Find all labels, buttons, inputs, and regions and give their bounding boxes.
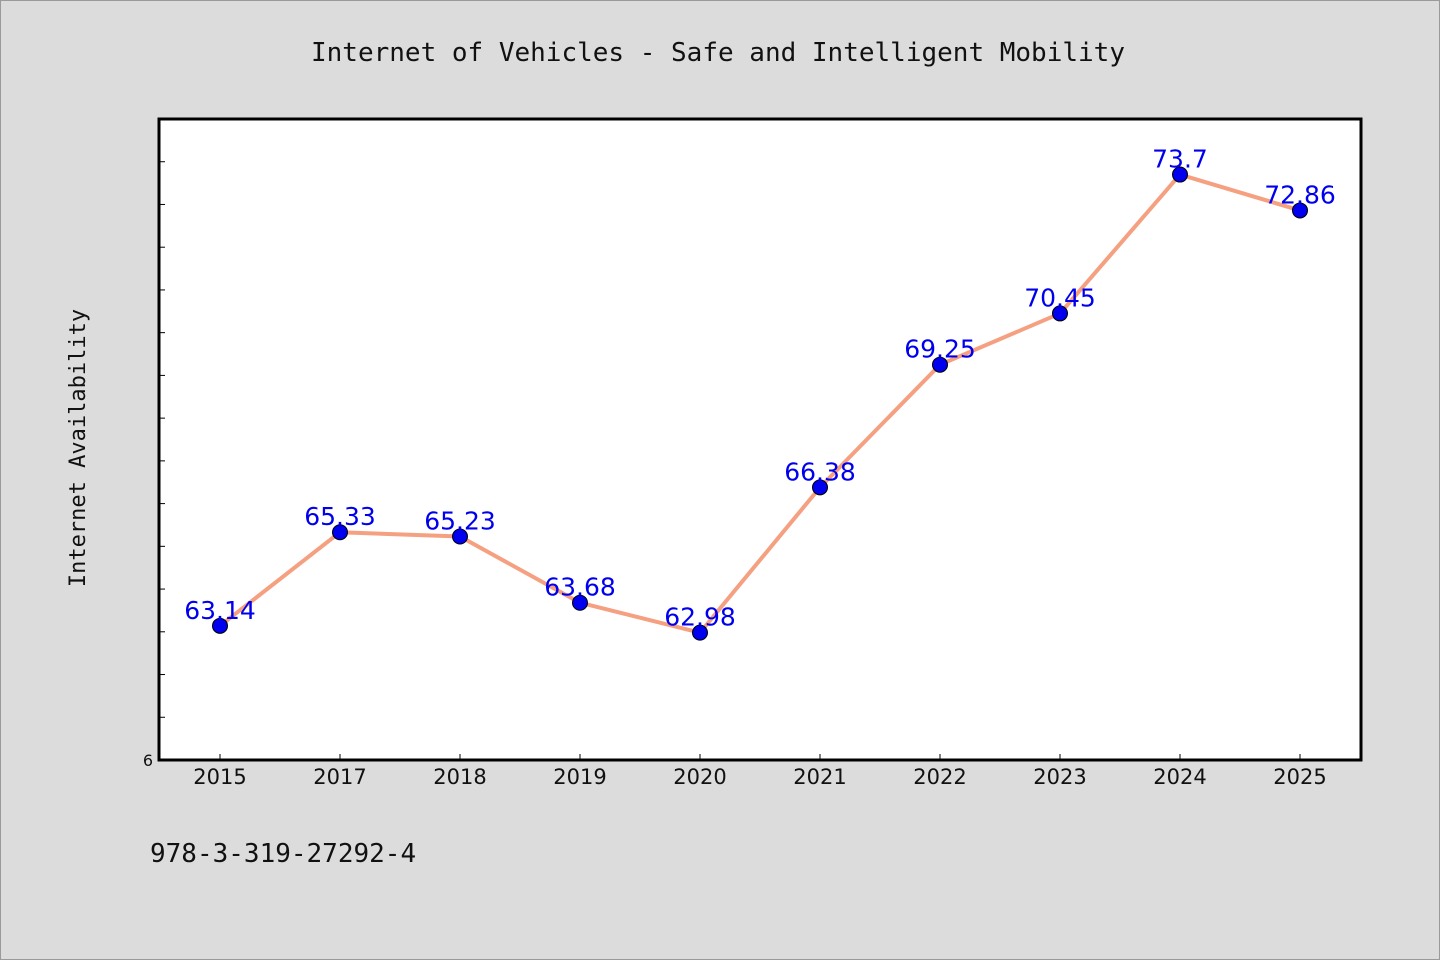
data-label: 69.25 <box>904 335 976 364</box>
data-point <box>1052 305 1068 322</box>
data-point <box>572 594 588 611</box>
x-tick-label: 2019 <box>553 765 606 789</box>
x-tick-label: 2023 <box>1033 765 1086 789</box>
x-tick-label: 2015 <box>193 765 246 789</box>
x-tick-label: 2020 <box>673 765 726 789</box>
data-label: 62.98 <box>664 603 736 632</box>
x-tick-label: 2017 <box>313 765 366 789</box>
data-point <box>692 624 708 641</box>
data-point <box>212 617 228 634</box>
data-point <box>932 356 948 373</box>
x-axis-ticks: 2015 2017 2018 2019 2020 2021 2022 2023 2024 2025 <box>193 754 1327 789</box>
data-label: 70.45 <box>1024 283 1096 312</box>
data-label: 65.33 <box>304 502 376 531</box>
footer-isbn: 978-3-319-27292-4 <box>150 839 416 869</box>
data-point <box>1292 202 1308 219</box>
data-label: 63.14 <box>184 596 256 625</box>
chart-title: Internet of Vehicles - Safe and Intellig… <box>311 38 1125 68</box>
y-tick-label: 6 <box>143 751 153 770</box>
x-tick-label: 2024 <box>1153 765 1206 789</box>
x-tick-label: 2022 <box>913 765 966 789</box>
x-tick-label: 2021 <box>793 765 846 789</box>
data-label: 63.68 <box>544 573 616 602</box>
data-point <box>452 528 468 545</box>
data-point <box>1172 166 1188 183</box>
series-line-group <box>212 166 1308 641</box>
y-axis-label: Internet Availability <box>66 309 91 587</box>
data-label: 65.23 <box>424 507 496 536</box>
data-labels: 63.14 65.33 65.23 63.68 62.98 66.38 69.25 70.45… <box>184 145 1336 632</box>
data-label: 66.38 <box>784 457 856 486</box>
x-tick-label: 2025 <box>1273 765 1326 789</box>
plot-area <box>157 117 1363 762</box>
data-point <box>812 479 828 496</box>
y-axis-ticks: 6 <box>143 161 165 770</box>
data-point <box>332 524 348 541</box>
x-tick-label: 2018 <box>433 765 486 789</box>
series-line <box>218 172 1301 635</box>
data-label: 73.7 <box>1152 145 1208 174</box>
data-label: 72.86 <box>1264 180 1336 209</box>
